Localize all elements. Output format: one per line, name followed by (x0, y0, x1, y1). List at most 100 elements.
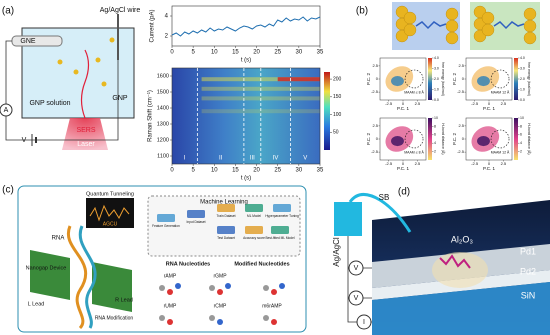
colorbar-tick-label: 2 (434, 150, 436, 154)
x-tick-label: 2.5 (415, 161, 421, 166)
sin-layer (372, 282, 550, 335)
ammeter (0, 103, 13, 117)
density-core (391, 136, 404, 147)
gnp-particle (109, 37, 115, 43)
symbol: V (22, 137, 27, 144)
y-tick-label: 1500 (157, 89, 169, 95)
panel-label: (d) (398, 187, 410, 198)
symbol: I (363, 319, 365, 326)
y-tick-label: 0 (462, 76, 465, 81)
colorbar (428, 58, 432, 100)
ml-step-icon (187, 210, 205, 218)
colorbar-tick-label: 1.0 (520, 87, 525, 91)
label: RNA (52, 236, 65, 242)
highlight-circle (490, 129, 510, 149)
molecules-b (392, 2, 540, 50)
colorbar-tick-label: 6 (434, 133, 436, 137)
ml-step: Accuracy score (243, 236, 265, 240)
signal-label: AGCU (103, 221, 118, 227)
circuit (5, 40, 119, 141)
colorbar (514, 118, 518, 160)
label: Laser (77, 141, 95, 148)
x-tick-label: 30 (296, 50, 303, 56)
label: Nanogap Device (26, 265, 67, 271)
y-tick-label: 1400 (157, 105, 169, 111)
label: SB (379, 193, 390, 202)
y-tick-label: 2 (165, 34, 169, 40)
x-tick-label: 0 (170, 168, 174, 174)
highlight-circle (404, 69, 424, 89)
heading: Modified Nucleotides (234, 261, 289, 267)
colorbar (428, 118, 432, 160)
heading: Quantum Tunneling (86, 191, 134, 197)
ml-step-icon (271, 226, 289, 234)
y-axis-label: P.C. 2 (366, 133, 371, 145)
x-tick-label: -2.5 (385, 161, 393, 166)
lead-left (30, 250, 70, 300)
colorbar-tick-label: 150 (333, 94, 342, 100)
x-tick-label: 0 (402, 161, 405, 166)
reservoir (334, 202, 362, 236)
y-tick-label: -2.5 (457, 149, 465, 154)
colorbar-tick-label: 3.0 (520, 66, 525, 70)
y-tick-label: -2.5 (371, 89, 379, 94)
colorbar-tick-label: 4.0 (520, 56, 525, 60)
schematic-d (334, 193, 550, 335)
molecule-label: rGMP (213, 273, 227, 279)
ml-step: Train Dataset (216, 214, 235, 218)
colorbar-label: H-bond distance (Å) (527, 123, 532, 154)
x-tick-label: 10 (211, 50, 218, 56)
plot-frame (171, 5, 321, 47)
colorbar-tick-label: 2.0 (434, 77, 439, 81)
colorbar-tick-label: 4 (520, 141, 522, 145)
y-tick-label: 2.5 (372, 123, 378, 128)
label: GNP solution (29, 100, 70, 107)
y-tick-label: 0 (376, 76, 379, 81)
salt-bridge (348, 193, 412, 233)
label: Ag/AgCl wire (100, 7, 141, 14)
segment-label: IV (273, 156, 279, 162)
y-tick-label: 2.5 (458, 123, 464, 128)
segment-label: III (250, 156, 255, 162)
heatmap-band (277, 77, 320, 82)
molecule-label: m6rAMP (262, 303, 282, 309)
x-tick-label: 5 (191, 50, 195, 56)
schematic-a (0, 14, 135, 150)
colorbar-tick-label: 8 (520, 124, 522, 128)
colorbar-tick-label: 2 (520, 150, 522, 154)
y-tick-label: 1200 (157, 137, 169, 143)
label: R Lead (115, 297, 133, 303)
colorbar-tick-label: 10 (434, 116, 438, 120)
laser-beam (62, 118, 108, 150)
ml-step-icon (245, 204, 263, 212)
colorbar-label: free energy (kcal/mol) (441, 62, 445, 96)
colorbar-label: H-bond distance (Å) (441, 123, 446, 154)
colorbar (514, 58, 518, 100)
pore (432, 252, 488, 288)
ml-step: Feature Generation (152, 224, 180, 228)
x-tick-label: 10 (211, 168, 218, 174)
gnp-particle (57, 59, 63, 65)
colorbar-tick-label: 0.0 (434, 98, 439, 102)
x-tick-label: 2.5 (501, 101, 507, 106)
heading: RNA Nucleotides (166, 261, 210, 267)
ml-step: Best-fitted ML Model (265, 236, 294, 240)
gnp-particle (73, 69, 79, 75)
y-axis-label: Current (pA) (150, 9, 156, 42)
label: RNA Modification (95, 315, 134, 321)
ml-step-icon (157, 214, 175, 222)
segment-label: II (219, 156, 223, 162)
panel-label: (a) (2, 6, 14, 17)
x-tick-label: 25 (274, 50, 281, 56)
highlight-circle (490, 69, 510, 89)
highlight-circle (404, 129, 424, 149)
molecule-label: rCMP (214, 303, 227, 309)
x-axis-label: P.C. 1 (397, 106, 409, 111)
plot-frame (171, 67, 321, 165)
x-tick-label: -2.5 (471, 161, 479, 166)
heatmap-band (201, 109, 320, 114)
y-axis-label: Raman Shift (cm⁻¹) (148, 90, 154, 142)
molecule-label: rUMP (164, 303, 177, 309)
annotation: MAAM ≤ 8 Å (404, 149, 424, 154)
colorbar-tick-label: 4 (434, 141, 436, 145)
